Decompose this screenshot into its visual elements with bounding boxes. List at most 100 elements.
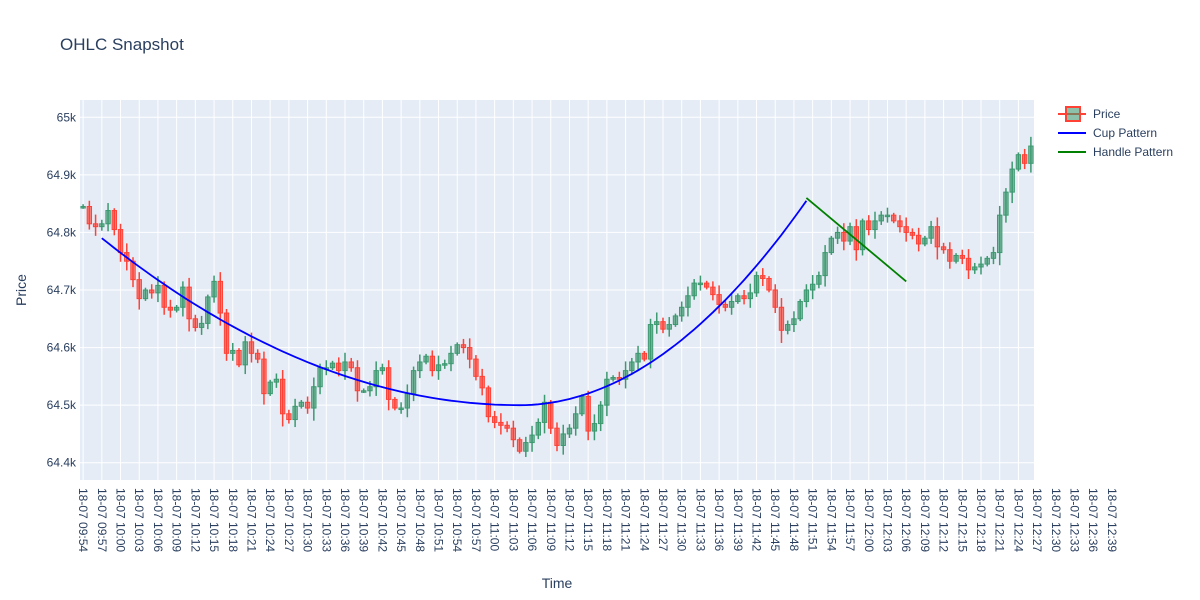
candle[interactable] <box>685 286 691 317</box>
candle[interactable] <box>329 360 336 371</box>
candle[interactable] <box>1021 148 1028 170</box>
candle[interactable] <box>1009 161 1015 204</box>
candle[interactable] <box>997 205 1003 266</box>
candle[interactable] <box>972 262 978 274</box>
candle[interactable] <box>460 338 467 354</box>
candle[interactable] <box>554 422 560 452</box>
candle[interactable] <box>585 390 591 441</box>
candle[interactable] <box>940 242 947 254</box>
candle[interactable] <box>467 338 473 369</box>
candle[interactable] <box>647 318 654 369</box>
candle[interactable] <box>398 402 404 414</box>
candle[interactable] <box>535 418 541 440</box>
candle[interactable] <box>435 355 442 380</box>
candle[interactable] <box>772 284 778 314</box>
candle[interactable] <box>279 370 286 427</box>
candle[interactable] <box>978 256 984 275</box>
candle[interactable] <box>242 336 248 375</box>
candle[interactable] <box>697 275 704 291</box>
candle[interactable] <box>866 215 872 236</box>
candle[interactable] <box>448 345 454 372</box>
candle[interactable] <box>785 320 791 335</box>
candle[interactable] <box>454 342 460 356</box>
candle[interactable] <box>523 436 529 457</box>
candle[interactable] <box>947 242 953 269</box>
candle[interactable] <box>915 227 922 252</box>
candle[interactable] <box>423 353 429 365</box>
candle[interactable] <box>741 290 747 305</box>
candle[interactable] <box>1003 188 1009 223</box>
candle[interactable] <box>429 350 435 377</box>
candle[interactable] <box>111 208 117 236</box>
candle[interactable] <box>965 249 972 280</box>
candle[interactable] <box>641 351 647 362</box>
candle[interactable] <box>541 394 548 434</box>
candle[interactable] <box>822 245 828 287</box>
candle[interactable] <box>417 354 423 379</box>
candle[interactable] <box>560 424 566 455</box>
legend-item-price[interactable]: Price <box>1058 106 1121 122</box>
candle[interactable] <box>1028 136 1034 173</box>
legend[interactable]: Price Cup Pattern Handle Pattern <box>1058 106 1173 159</box>
candle[interactable] <box>716 285 722 314</box>
candle[interactable] <box>809 275 816 300</box>
candle[interactable] <box>267 379 273 396</box>
candle[interactable] <box>304 396 311 414</box>
candle[interactable] <box>816 271 822 289</box>
candle[interactable] <box>803 284 810 308</box>
candle[interactable] <box>591 414 598 441</box>
candle[interactable] <box>230 342 236 361</box>
candle[interactable] <box>922 235 928 247</box>
candle[interactable] <box>797 299 803 322</box>
candle[interactable] <box>248 332 255 363</box>
candle[interactable] <box>722 300 729 312</box>
candle[interactable] <box>473 355 479 381</box>
candle[interactable] <box>217 272 223 326</box>
candle[interactable] <box>223 309 230 361</box>
candle[interactable] <box>878 211 884 225</box>
candle[interactable] <box>311 377 317 421</box>
candle[interactable] <box>728 294 735 315</box>
candle[interactable] <box>255 349 261 364</box>
candle[interactable] <box>654 312 660 334</box>
candle[interactable] <box>105 203 111 232</box>
candle[interactable] <box>629 357 635 375</box>
candle[interactable] <box>479 368 485 396</box>
candle[interactable] <box>666 317 672 337</box>
candle[interactable] <box>211 275 217 303</box>
candle[interactable] <box>529 425 535 452</box>
candle[interactable] <box>903 217 909 242</box>
candle[interactable] <box>953 253 959 264</box>
candle[interactable] <box>80 204 86 209</box>
candle[interactable] <box>990 246 997 265</box>
candle[interactable] <box>710 281 716 301</box>
candle[interactable] <box>198 315 205 335</box>
candle[interactable] <box>161 281 167 315</box>
candle[interactable] <box>142 287 149 301</box>
candle[interactable] <box>672 313 679 327</box>
candle[interactable] <box>86 200 93 230</box>
candle[interactable] <box>167 299 174 318</box>
candle[interactable] <box>442 359 448 369</box>
candle[interactable] <box>392 397 398 411</box>
candle[interactable] <box>891 212 897 224</box>
candle[interactable] <box>934 217 941 260</box>
candle[interactable] <box>579 394 585 417</box>
candle[interactable] <box>778 298 785 343</box>
candle[interactable] <box>373 361 379 396</box>
candle[interactable] <box>292 398 298 428</box>
candle[interactable] <box>635 345 641 370</box>
candle[interactable] <box>679 301 685 322</box>
candle[interactable] <box>691 279 697 300</box>
candle[interactable] <box>735 293 741 304</box>
candle[interactable] <box>510 420 517 448</box>
candle[interactable] <box>753 271 760 297</box>
legend-item-handle[interactable]: Handle Pattern <box>1058 145 1173 159</box>
candle[interactable] <box>884 207 891 223</box>
candle[interactable] <box>298 399 305 409</box>
candle[interactable] <box>909 228 916 240</box>
candle[interactable] <box>760 268 766 286</box>
candle[interactable] <box>273 373 280 388</box>
candle[interactable] <box>261 351 267 405</box>
candle[interactable] <box>566 424 573 438</box>
